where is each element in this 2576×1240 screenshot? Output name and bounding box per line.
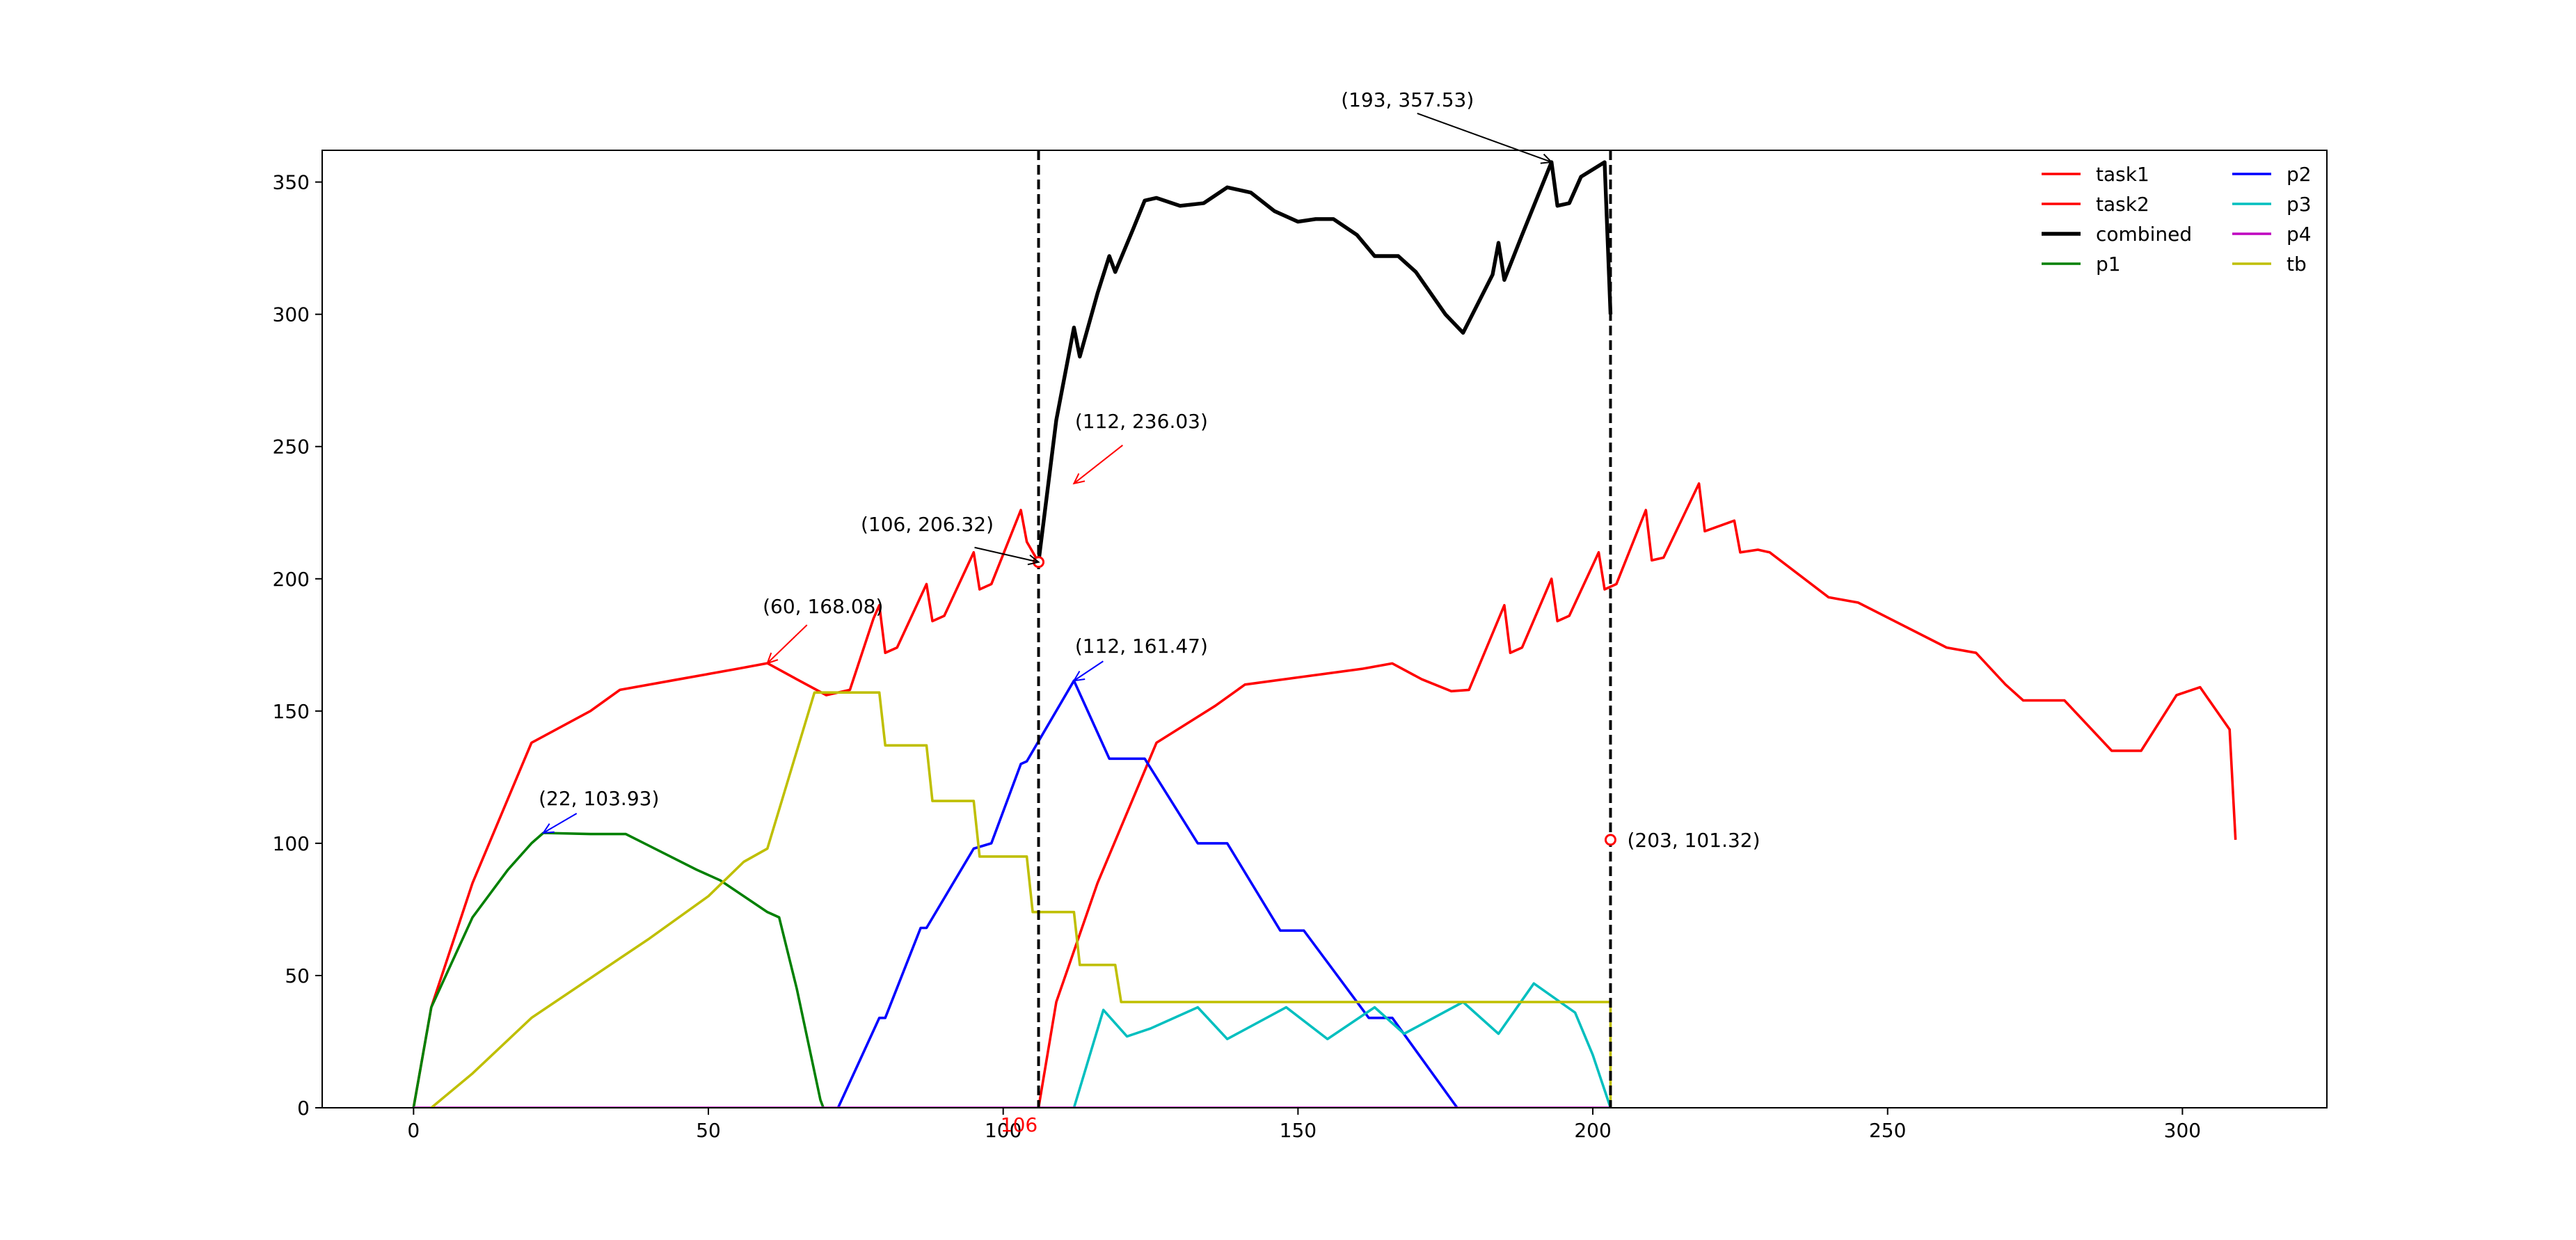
annotation-arrow [1073,445,1123,484]
annotation-label: (112, 161.47) [1075,635,1208,658]
plot-overlay [1033,150,1616,1108]
annotation-arrowhead [1027,554,1040,566]
x-tick-label: 250 [1869,1119,1906,1142]
y-tick-label: 350 [273,171,310,194]
y-tick-label: 150 [273,700,310,723]
highlight-tick-label: 106 [1001,1113,1037,1136]
series-line-p3 [1072,982,1612,1108]
legend-label: tb [2287,253,2307,276]
annotation-label: (60, 168.08) [763,595,883,618]
y-tick-label: 50 [285,964,310,987]
annotation-arrow [1073,660,1104,682]
x-tick-label: 300 [2164,1119,2201,1142]
annotation-106-206-32: (106, 206.32) [861,513,1040,566]
x-tick-label: 100 [985,1119,1021,1142]
annotation-arrow [1417,113,1552,163]
legend-entry-p4: p4 [2232,223,2312,246]
y-tick-label: 0 [297,1097,310,1120]
annotation-112-236-03: (112, 236.03) [1072,410,1208,485]
legend-entry-p2: p2 [2232,163,2312,186]
plot-frame [321,150,2328,1108]
annotation-label: (112, 236.03) [1075,410,1208,433]
annotations: (193, 357.53) (112, 236.03) (106, 206.32) (… [539,88,1760,852]
legend-label: task1 [2096,163,2149,186]
x-axis: 0 50 100 150 200 250 300 106 [407,1108,2201,1142]
highlight-point-203 [1604,834,1616,846]
annotation-60-168-08: (60, 168.08) [763,595,883,665]
legend-label: combined [2096,223,2192,246]
annotation-arrowhead [541,823,555,834]
annotation-arrow [974,546,1039,563]
annotation-203-101-32: (203, 101.32) [1627,829,1760,852]
legend-label: p2 [2287,163,2312,186]
y-tick-label: 100 [273,832,310,855]
x-tick-label: 150 [1280,1119,1317,1142]
annotation-arrowhead [1072,473,1086,485]
annotation-22-103-93: (22, 103.93) [539,787,659,834]
series-line-task1 [412,509,1040,1108]
legend-entry-combined: combined [2042,223,2192,246]
legend-entry-task1: task1 [2042,163,2149,186]
annotation-label: (203, 101.32) [1627,829,1760,852]
annotation-112-161-47: (112, 161.47) [1072,635,1208,682]
legend-entry-p1: p1 [2042,253,2121,276]
series-line-p1 [412,832,825,1108]
legend-label: p3 [2287,193,2312,216]
series-line-combined [1036,160,1613,563]
x-tick-label: 0 [407,1119,420,1142]
annotation-arrowhead [1072,670,1086,682]
y-axis: 0 50 100 150 200 250 300 350 [273,171,322,1120]
x-tick-label: 200 [1574,1119,1611,1142]
legend-label: p4 [2287,223,2312,246]
legend-entry-tb: tb [2232,253,2307,276]
y-tick-label: 250 [273,436,310,459]
legend: task1 task2 combined p1 p2 p3 p4 tb [2042,163,2312,276]
legend-label: task2 [2096,193,2149,216]
annotation-label: (22, 103.93) [539,787,659,810]
legend-entry-task2: task2 [2042,193,2149,216]
y-tick-label: 300 [273,303,310,326]
series-line-task2 [1037,482,2237,1108]
annotation-arrow [767,624,808,664]
annotation-label: (106, 206.32) [861,513,994,536]
y-tick-label: 200 [273,568,310,591]
annotation-arrowhead [766,652,779,665]
legend-entry-p3: p3 [2232,193,2312,216]
annotation-193-357-53: (193, 357.53) [1341,88,1553,164]
annotation-arrowhead [1540,153,1553,164]
series-line-tb [430,691,1612,1108]
annotation-label: (193, 357.53) [1341,88,1474,111]
annotation-arrow [543,813,578,834]
legend-label: p1 [2096,253,2121,276]
x-tick-label: 50 [696,1119,721,1142]
